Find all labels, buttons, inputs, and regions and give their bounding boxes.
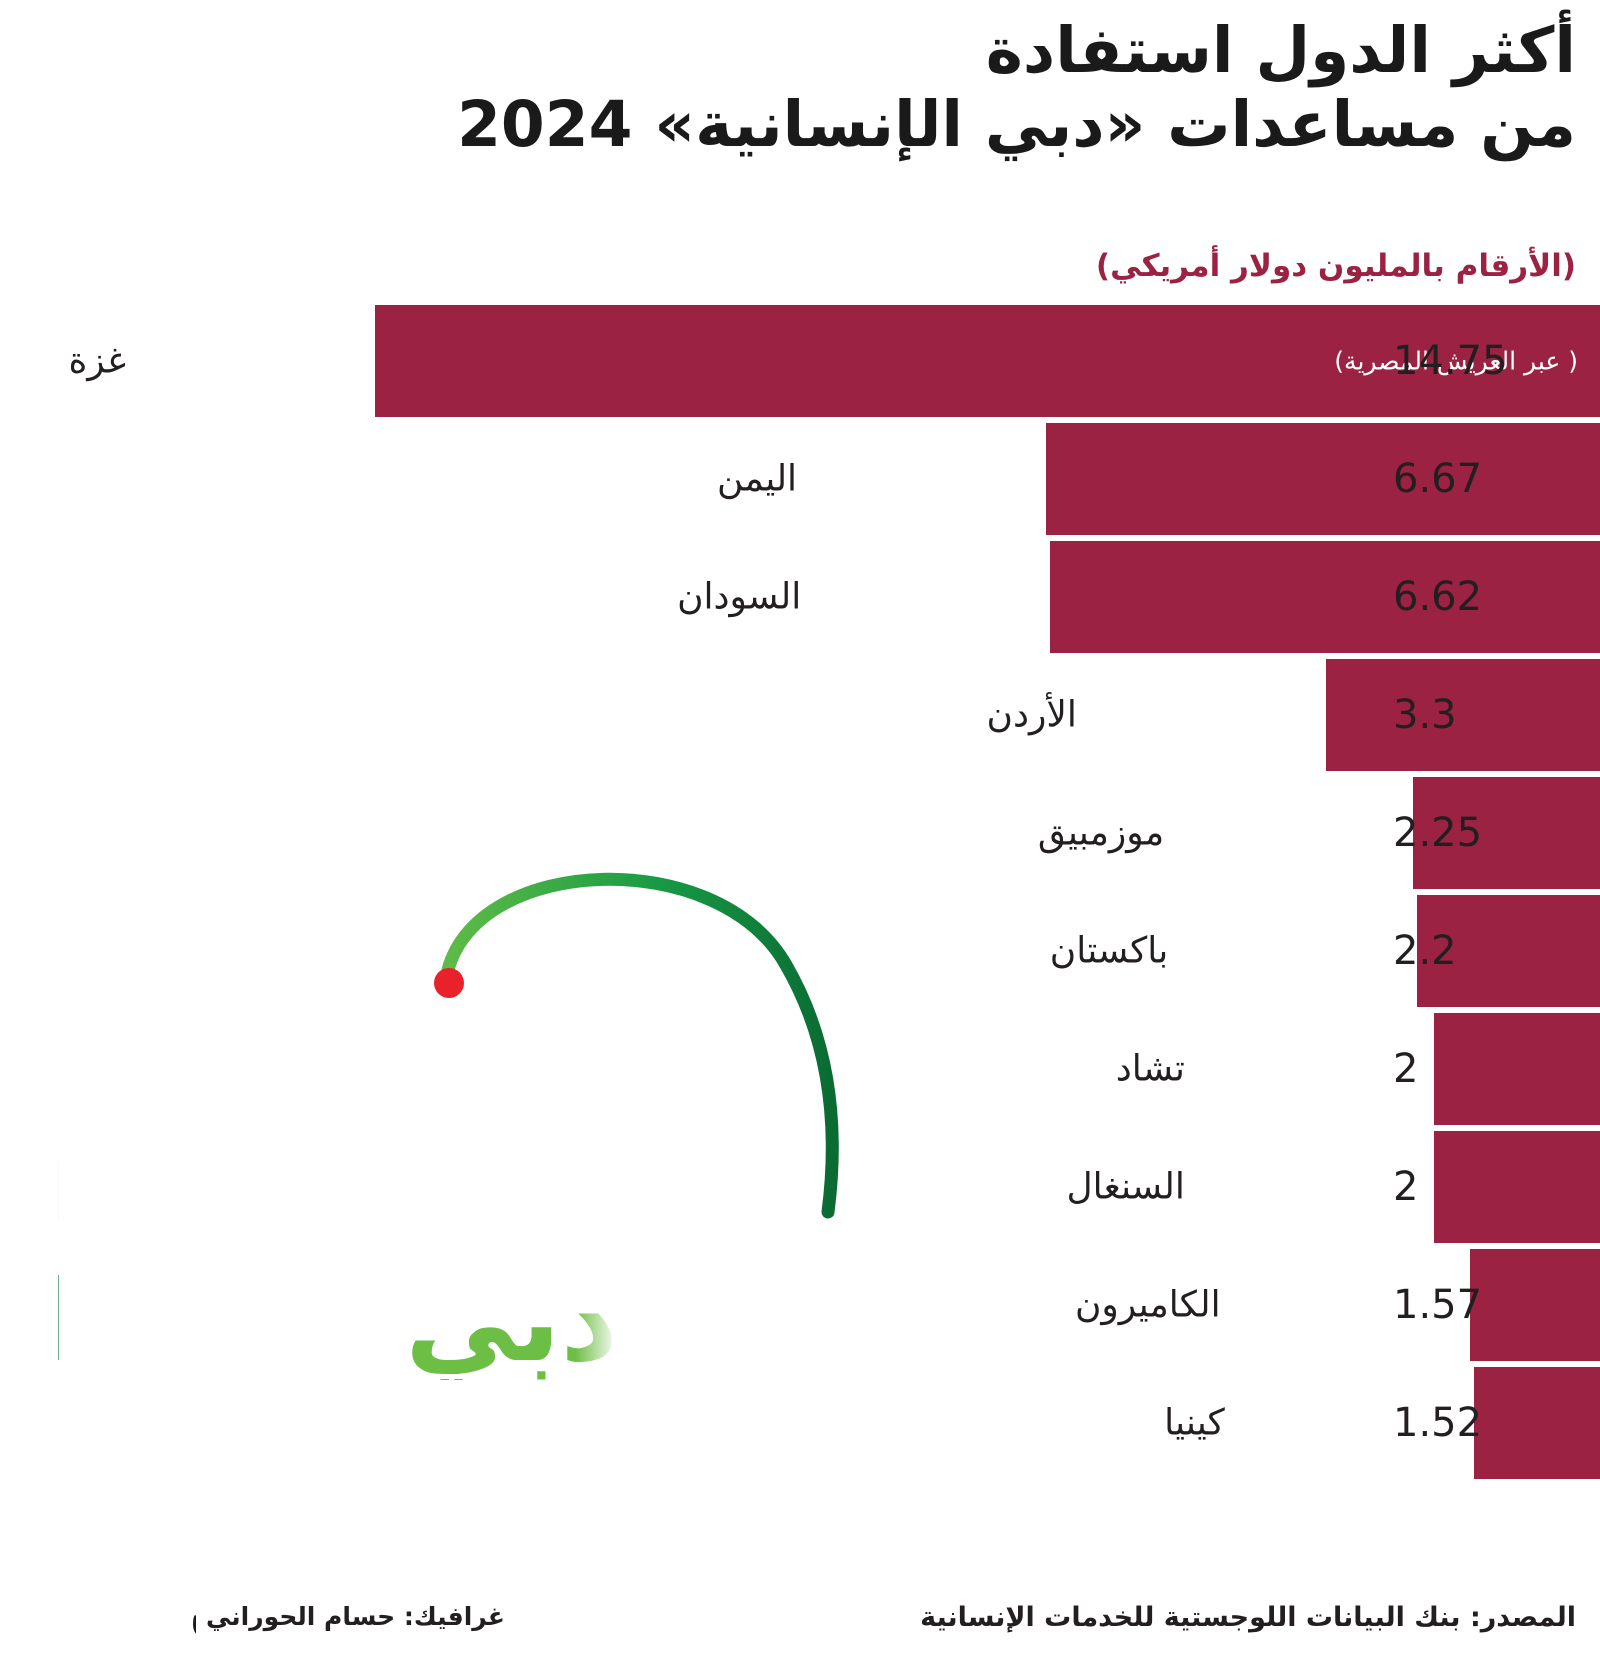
value-label: 6.62 [1393, 574, 1483, 620]
chart-units-note: (الأرقام بالمليون دولار أمريكي) [1095, 248, 1576, 284]
value-label: 2.25 [1393, 810, 1483, 856]
value-label: 1.57 [1393, 1282, 1483, 1328]
bar-chart: ( عبر العريش المصرية) غزة 14.75 اليمن 6.67 ال… [0, 305, 1600, 1485]
bar[interactable] [1046, 423, 1600, 535]
chart-row: الكاميرون 1.57 [0, 1249, 1600, 1361]
bar-track [235, 1249, 1600, 1361]
logo-latin-bottom: humanitarian [58, 1079, 66, 1256]
bar-inline-note: ( عبر العريش المصرية) [1334, 346, 1578, 376]
chart-row: ( عبر العريش المصرية) غزة 14.75 [0, 305, 1600, 417]
value-label: 1.52 [1393, 1400, 1483, 1446]
value-label: 2 [1393, 1164, 1419, 1210]
category-label: اليمن [717, 458, 798, 500]
svg-text:البيان: البيان [190, 1578, 196, 1642]
title-line-2: من مساعدات «دبي الإنسانية» 2024 [457, 88, 1576, 162]
value-label: 6.67 [1393, 456, 1483, 502]
chart-row: تشاد 2 [0, 1013, 1600, 1125]
category-label: موزمبيق [1037, 812, 1165, 854]
category-label: تشاد [1115, 1048, 1185, 1090]
bar[interactable] [1473, 1367, 1600, 1479]
bar-track [235, 1013, 1600, 1125]
chart-row: السودان 6.62 [0, 541, 1600, 653]
bar-track [235, 1131, 1600, 1243]
logo-arabic-dark: الإنسانية [58, 1257, 68, 1380]
category-label: غزة [68, 340, 126, 382]
logo-latin-top: dubai [58, 897, 66, 1125]
value-label: 14.75 [1393, 338, 1508, 384]
bar[interactable] [1413, 777, 1600, 889]
category-label: باكستان [1049, 930, 1169, 972]
bar[interactable] [1433, 1013, 1600, 1125]
albayan-logo: البيان [18, 1569, 310, 1645]
chart-row: اليمن 6.67 [0, 423, 1600, 535]
bar[interactable] [1050, 541, 1600, 653]
bar[interactable] [1325, 659, 1600, 771]
page-title: أكثر الدول استفادة من مساعدات «دبي الإنس… [457, 14, 1577, 163]
bar-track [235, 423, 1600, 535]
bar-track: ( عبر العريش المصرية) [235, 305, 1600, 417]
chart-row: باكستان 2.2 [0, 895, 1600, 1007]
chart-row: موزمبيق 2.25 [0, 777, 1600, 889]
category-label: الكاميرون [1074, 1284, 1221, 1326]
bar[interactable] [1417, 895, 1600, 1007]
category-label: السنغال [1066, 1166, 1185, 1208]
category-label: الأردن [986, 694, 1077, 736]
value-label: 3.3 [1393, 692, 1457, 738]
graphic-credit: غرافيك: حسام الحوراني [206, 1602, 505, 1631]
dubai-humanitarian-logo: dubai humanitarian الإنسانية دبي [58, 820, 958, 1380]
bar-track [235, 777, 1600, 889]
bar[interactable] [1469, 1249, 1600, 1361]
bar[interactable] [1433, 1131, 1600, 1243]
category-label: كينيا [1164, 1402, 1225, 1444]
bar[interactable]: ( عبر العريش المصرية) [375, 305, 1600, 417]
value-label: 2.2 [1393, 928, 1457, 974]
chart-row: الأردن 3.3 [0, 659, 1600, 771]
chart-row: السنغال 2 [0, 1131, 1600, 1243]
bar-track [235, 895, 1600, 1007]
logo-red-dot-icon [434, 968, 464, 998]
bar-track [235, 659, 1600, 771]
title-line-1: أكثر الدول استفادة [985, 14, 1577, 87]
value-label: 2 [1393, 1046, 1419, 1092]
category-label: السودان [677, 576, 802, 618]
chart-row: كينيا 1.52 [0, 1367, 1600, 1479]
logo-arabic-light: دبي [405, 1257, 618, 1380]
logo-arc-icon [441, 872, 839, 1219]
bar-track [235, 541, 1600, 653]
bar-track [235, 1367, 1600, 1479]
source-note: المصدر: بنك البيانات اللوجستية للخدمات ا… [920, 1602, 1576, 1633]
